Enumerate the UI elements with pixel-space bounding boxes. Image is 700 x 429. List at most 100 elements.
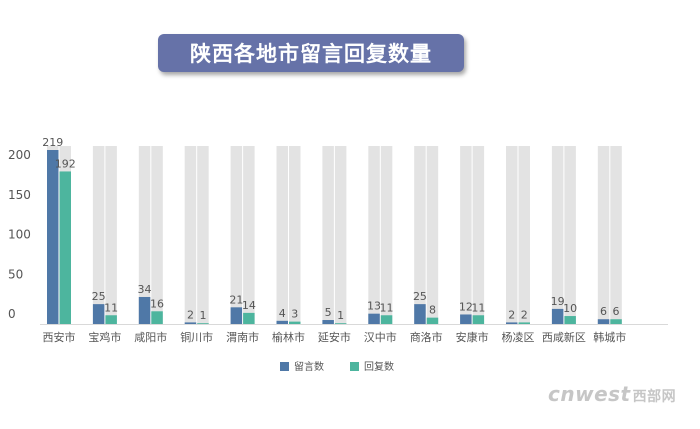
data-label: 6 bbox=[613, 305, 620, 318]
track-bar bbox=[426, 146, 439, 324]
data-label: 2 bbox=[521, 308, 528, 321]
track-bar bbox=[368, 146, 380, 324]
data-label: 1 bbox=[337, 309, 344, 322]
x-tick-label: 延安市 bbox=[318, 330, 351, 344]
y-tick-label: 100 bbox=[8, 228, 31, 242]
data-bar bbox=[289, 321, 301, 324]
track-bar bbox=[92, 146, 105, 324]
track-bar bbox=[276, 146, 288, 324]
data-label: 6 bbox=[600, 305, 607, 318]
watermark-logo: cnwest 西部网 bbox=[548, 382, 676, 406]
track-bar bbox=[289, 146, 301, 324]
legend-swatch bbox=[350, 362, 359, 371]
track-bar bbox=[460, 146, 472, 324]
data-bar bbox=[506, 322, 518, 324]
data-label: 12 bbox=[459, 300, 473, 313]
track-bar bbox=[597, 146, 610, 324]
data-bar bbox=[47, 150, 59, 324]
data-label: 192 bbox=[55, 157, 76, 170]
data-label: 25 bbox=[92, 290, 106, 303]
data-label: 5 bbox=[325, 306, 332, 319]
track-bar bbox=[551, 146, 564, 324]
data-bar bbox=[597, 319, 610, 324]
data-label: 14 bbox=[242, 299, 256, 312]
data-bar bbox=[151, 311, 163, 324]
data-label: 13 bbox=[367, 300, 381, 313]
legend-label: 回复数 bbox=[364, 360, 394, 373]
data-label: 21 bbox=[229, 293, 243, 306]
data-bar bbox=[334, 323, 347, 324]
data-label: 2 bbox=[187, 308, 194, 321]
track-bar bbox=[334, 146, 347, 324]
track-bar bbox=[197, 146, 209, 324]
data-bar bbox=[380, 315, 393, 324]
data-label: 1 bbox=[199, 309, 206, 322]
data-label: 11 bbox=[380, 301, 394, 314]
x-tick-label: 铜川市 bbox=[180, 330, 213, 344]
x-tick-label: 汉中市 bbox=[364, 330, 397, 344]
track-bar bbox=[380, 146, 393, 324]
data-bar bbox=[426, 317, 439, 324]
data-bar bbox=[368, 313, 380, 324]
x-tick-label: 杨凌区 bbox=[502, 330, 535, 344]
data-bar bbox=[518, 322, 530, 324]
data-bar bbox=[230, 307, 243, 324]
track-bar bbox=[230, 146, 243, 324]
x-tick-label: 宝鸡市 bbox=[88, 330, 121, 344]
data-bar bbox=[243, 312, 255, 324]
track-bar bbox=[105, 146, 117, 324]
data-label: 11 bbox=[104, 301, 118, 314]
data-label: 16 bbox=[150, 297, 164, 310]
data-label: 11 bbox=[471, 301, 485, 314]
track-bar bbox=[322, 146, 334, 324]
data-bar bbox=[92, 304, 105, 324]
data-bar bbox=[610, 319, 622, 324]
x-tick-label: 咸阳市 bbox=[134, 330, 167, 344]
legend-label: 留言数 bbox=[294, 360, 324, 373]
data-bar bbox=[59, 171, 71, 324]
legend-swatch bbox=[280, 362, 289, 371]
watermark-text: cnwest bbox=[548, 382, 631, 406]
watermark-cn: 西部网 bbox=[632, 389, 677, 405]
x-tick-label: 韩城市 bbox=[593, 330, 626, 344]
data-bar bbox=[564, 316, 576, 324]
data-label: 8 bbox=[429, 304, 436, 317]
track-bar bbox=[564, 146, 576, 324]
data-bar bbox=[472, 315, 485, 324]
data-bar bbox=[138, 296, 151, 324]
y-tick-label: 0 bbox=[8, 307, 16, 321]
data-bar bbox=[184, 322, 197, 324]
x-tick-label: 商洛市 bbox=[410, 330, 443, 344]
track-bar bbox=[138, 146, 151, 324]
data-label: 25 bbox=[413, 290, 427, 303]
track-bar bbox=[610, 146, 622, 324]
data-bar bbox=[105, 315, 117, 324]
track-bar bbox=[506, 146, 518, 324]
track-bar bbox=[414, 146, 426, 324]
x-tick-label: 西咸新区 bbox=[542, 330, 586, 344]
y-tick-label: 200 bbox=[8, 148, 31, 162]
x-tick-label: 安康市 bbox=[456, 330, 489, 344]
data-bar bbox=[276, 320, 288, 324]
y-tick-label: 150 bbox=[8, 188, 31, 202]
data-label: 3 bbox=[291, 308, 298, 321]
data-label: 2 bbox=[508, 308, 515, 321]
track-bar bbox=[184, 146, 197, 324]
x-tick-label: 榆林市 bbox=[272, 330, 305, 344]
data-label: 34 bbox=[138, 283, 152, 296]
data-bar bbox=[551, 308, 564, 324]
data-label: 10 bbox=[563, 302, 577, 315]
data-bar bbox=[197, 323, 209, 324]
chart-title: 陕西各地市留言回复数量 bbox=[158, 34, 464, 72]
data-label: 219 bbox=[42, 136, 63, 149]
data-bar bbox=[322, 320, 334, 324]
data-label: 19 bbox=[551, 295, 565, 308]
x-tick-label: 渭南市 bbox=[226, 330, 259, 344]
track-bar bbox=[472, 146, 485, 324]
data-bar bbox=[414, 304, 426, 324]
data-label: 4 bbox=[279, 307, 286, 320]
x-tick-label: 西安市 bbox=[43, 330, 76, 344]
y-tick-label: 50 bbox=[8, 267, 23, 281]
track-bar bbox=[243, 146, 255, 324]
